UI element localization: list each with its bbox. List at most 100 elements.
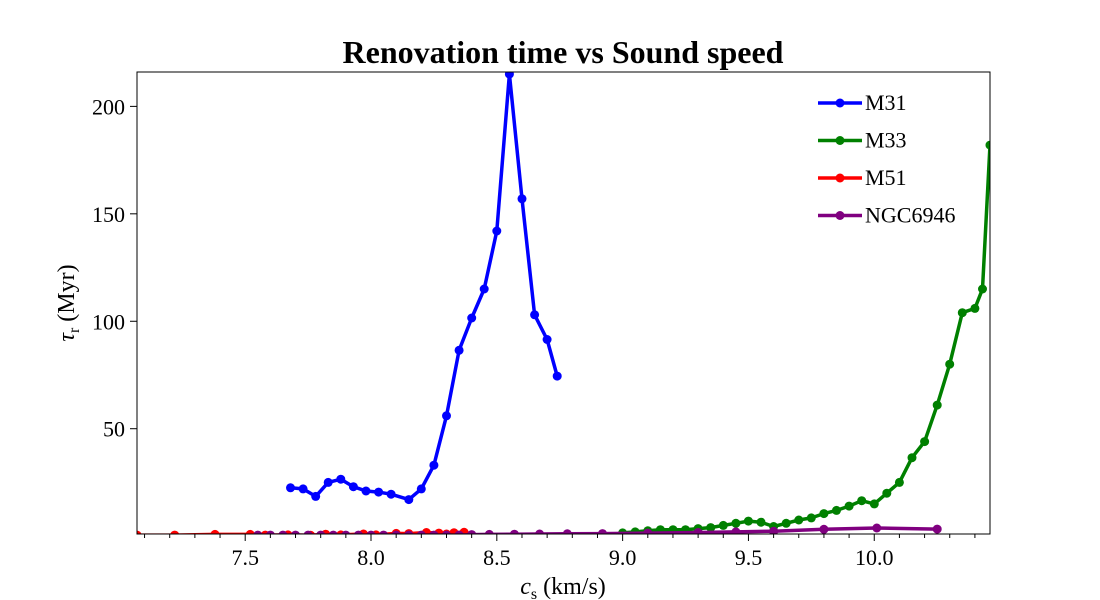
data-point-m33 <box>794 515 804 525</box>
data-point-ngc6946 <box>731 527 741 534</box>
legend-marker <box>835 211 845 220</box>
data-point-ngc6946 <box>278 530 288 534</box>
data-point-m31 <box>311 491 321 501</box>
series-ngc6946 <box>253 523 942 534</box>
data-point-m31 <box>404 495 414 505</box>
data-point-ngc6946 <box>932 524 942 534</box>
data-point-ngc6946 <box>484 529 494 534</box>
series-line-m31 <box>290 72 559 502</box>
data-point-ngc6946 <box>598 529 607 534</box>
legend-label: M51 <box>865 165 907 190</box>
data-point-ngc6946 <box>366 530 376 534</box>
legend-label: NGC6946 <box>865 203 955 228</box>
data-point-m31 <box>492 226 502 236</box>
data-point-m31 <box>517 194 527 204</box>
data-point-ngc6946 <box>341 530 351 534</box>
plot-area <box>137 72 990 534</box>
data-point-m33 <box>844 501 854 511</box>
data-point-m33 <box>957 308 967 318</box>
data-point-ngc6946 <box>535 529 545 534</box>
y-tick-label: 150 <box>92 202 125 227</box>
data-point-m51 <box>170 530 180 534</box>
data-point-ngc6946 <box>769 526 779 534</box>
data-point-m33 <box>907 453 917 463</box>
data-point-ngc6946 <box>266 530 275 534</box>
y-axis-label: τr (Myr) <box>54 264 83 341</box>
data-point-ngc6946 <box>872 523 882 533</box>
data-point-m31 <box>336 474 346 484</box>
x-axis-label: cs (km/s) <box>520 574 606 600</box>
data-point-m33 <box>756 517 766 527</box>
y-tick-label: 200 <box>92 94 125 119</box>
data-point-ngc6946 <box>303 530 313 534</box>
y-tick-label: 50 <box>103 417 125 442</box>
data-point-m31 <box>542 335 552 344</box>
data-point-ngc6946 <box>509 529 519 534</box>
data-point-m31 <box>467 313 477 323</box>
data-point-ngc6946 <box>454 530 464 534</box>
data-point-ngc6946 <box>391 530 401 534</box>
data-point-m33 <box>970 303 980 313</box>
data-point-m33 <box>920 437 930 447</box>
data-point-m51 <box>210 529 220 534</box>
data-point-ngc6946 <box>643 528 653 534</box>
data-point-ngc6946 <box>316 530 326 534</box>
data-point-ngc6946 <box>291 530 300 534</box>
x-axis: 7.5 8.0 8.5 9.0 9.5 10.0 <box>144 534 976 570</box>
data-point-m31 <box>374 487 384 497</box>
data-point-m31 <box>530 310 540 320</box>
data-point-m33 <box>882 488 892 498</box>
data-point-m33 <box>706 523 716 533</box>
data-point-m51 <box>245 529 255 534</box>
data-point-m31 <box>479 284 489 294</box>
data-point-ngc6946 <box>819 524 829 534</box>
legend: M31 M33 M51 NGC6946 <box>818 90 955 228</box>
legend-marker <box>835 173 845 183</box>
data-point-ngc6946 <box>379 530 388 534</box>
data-point-ngc6946 <box>416 530 426 534</box>
data-point-m33 <box>806 513 816 523</box>
legend-label: M33 <box>865 128 907 153</box>
data-point-m33 <box>832 505 841 515</box>
data-point-ngc6946 <box>693 528 703 534</box>
data-point-ngc6946 <box>328 530 338 534</box>
legend-item-m51: M51 <box>818 165 907 190</box>
legend-item-m33: M33 <box>818 128 907 153</box>
data-point-m31 <box>298 484 308 494</box>
data-point-ngc6946 <box>467 530 477 534</box>
data-point-m31 <box>454 345 464 355</box>
data-point-m51 <box>137 530 142 534</box>
legend-item-m31: M31 <box>818 90 907 115</box>
data-point-m33 <box>978 284 987 294</box>
legend-marker <box>835 136 845 145</box>
data-point-m33 <box>819 509 829 519</box>
data-point-ngc6946 <box>253 530 263 534</box>
data-point-ngc6946 <box>429 530 439 534</box>
data-point-m31 <box>552 371 562 381</box>
data-point-m33 <box>869 499 879 509</box>
data-point-m33 <box>945 359 955 369</box>
data-point-m31 <box>286 483 295 493</box>
data-point-m33 <box>731 518 741 528</box>
data-point-m33 <box>932 400 942 410</box>
data-point-m31 <box>323 477 333 487</box>
data-point-ngc6946 <box>404 530 414 534</box>
x-tick-label: 9.0 <box>609 545 637 570</box>
series-line-ngc6946 <box>257 526 938 534</box>
data-point-m31 <box>361 486 371 496</box>
series-m31 <box>286 72 562 505</box>
series-m33 <box>618 140 990 534</box>
data-point-m33 <box>894 477 904 487</box>
data-point-ngc6946 <box>354 530 363 534</box>
data-point-m31 <box>429 460 439 470</box>
x-tick-label: 7.5 <box>231 545 259 570</box>
data-point-ngc6946 <box>442 530 451 534</box>
data-point-m33 <box>718 520 728 530</box>
data-point-m31 <box>416 484 426 494</box>
data-point-m31 <box>348 482 358 492</box>
data-point-m31 <box>504 72 514 79</box>
x-tick-label: 8.5 <box>483 545 511 570</box>
data-point-m33 <box>743 516 753 526</box>
x-tick-label: 10.0 <box>855 545 894 570</box>
